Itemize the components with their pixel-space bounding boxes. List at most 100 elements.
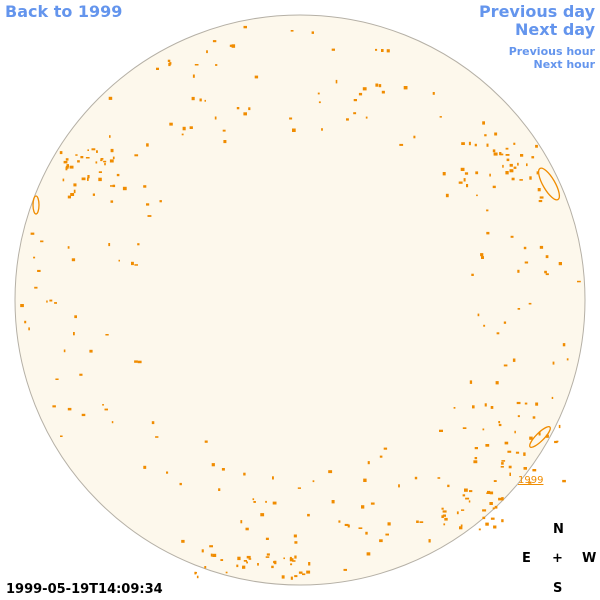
magnetic-feature (146, 203, 150, 206)
region-link[interactable]: 1999 (518, 475, 544, 486)
magnetic-feature (211, 463, 215, 467)
magnetic-feature (218, 488, 221, 491)
magnetic-feature (375, 48, 378, 51)
magnetic-feature (494, 505, 498, 509)
magnetic-feature (265, 500, 267, 503)
magnetic-feature (535, 144, 538, 148)
magnetic-feature (223, 140, 227, 144)
magnetic-feature (517, 415, 520, 418)
magnetic-feature (196, 575, 199, 579)
magnetic-feature (236, 564, 239, 568)
magnetic-feature (243, 472, 246, 476)
magnetic-feature (71, 258, 76, 262)
magnetic-feature (502, 164, 504, 168)
magnetic-feature (49, 299, 53, 302)
magnetic-feature (273, 560, 277, 564)
magnetic-feature (321, 128, 323, 131)
magnetic-feature (501, 497, 504, 501)
magnetic-feature (501, 460, 506, 462)
magnetic-feature (523, 246, 527, 250)
magnetic-feature (466, 184, 469, 188)
compass-west: W (582, 551, 597, 566)
magnetic-feature (441, 507, 444, 510)
magnetic-feature (428, 539, 431, 543)
magnetic-feature (91, 148, 96, 151)
magnetic-feature (444, 517, 448, 521)
back-link[interactable]: Back to 1999 (5, 2, 123, 21)
magnetic-feature (85, 157, 90, 159)
magnetic-feature (40, 240, 44, 243)
magnetic-feature (365, 116, 368, 119)
magnetic-feature (558, 424, 561, 429)
magnetic-feature (554, 440, 558, 444)
magnetic-feature (500, 466, 504, 468)
magnetic-feature (181, 539, 185, 543)
magnetic-feature (109, 159, 114, 163)
magnetic-feature (482, 121, 485, 125)
magnetic-feature (516, 401, 521, 405)
magnetic-feature (248, 558, 252, 560)
magnetic-feature (512, 358, 516, 362)
magnetic-feature (257, 563, 259, 566)
magnetic-feature (381, 49, 384, 52)
magnetic-feature (419, 521, 424, 523)
magnetic-feature (290, 30, 294, 32)
magnetic-feature (69, 165, 74, 169)
magnetic-feature (370, 502, 375, 505)
next-hour-link[interactable]: Next hour (533, 58, 596, 71)
magnetic-feature (514, 430, 516, 434)
magnetic-feature (486, 209, 489, 212)
magnetic-feature (243, 560, 247, 562)
magnetic-feature (505, 147, 509, 150)
magnetic-feature (460, 524, 463, 527)
magnetic-feature (134, 360, 138, 363)
magnetic-feature (498, 421, 501, 424)
magnetic-feature (225, 571, 228, 574)
magnetic-feature (155, 436, 159, 438)
previous-hour-link[interactable]: Previous hour (508, 45, 595, 58)
magnetic-feature (453, 407, 456, 409)
magnetic-feature (67, 195, 71, 199)
magnetic-feature (87, 177, 89, 181)
magnetic-feature (528, 302, 532, 305)
magnetic-feature (353, 112, 357, 115)
magnetic-feature (212, 553, 217, 557)
magnetic-feature (462, 427, 467, 429)
magnetic-feature (485, 522, 489, 526)
magnetic-feature (493, 480, 497, 482)
next-day-link[interactable]: Next day (515, 20, 595, 39)
magnetic-feature (517, 308, 521, 310)
magnetic-feature (513, 166, 517, 169)
magnetic-feature (439, 429, 443, 432)
magnetic-feature (302, 573, 306, 576)
magnetic-feature (110, 185, 114, 187)
magnetic-feature (294, 575, 298, 578)
magnetic-feature (442, 172, 446, 176)
magnetic-feature (375, 83, 379, 87)
magnetic-feature (474, 457, 478, 460)
magnetic-feature (459, 526, 463, 530)
magnetic-feature (318, 101, 321, 104)
magnetic-feature (254, 75, 259, 79)
magnetic-feature (33, 256, 36, 259)
magnetic-feature (475, 171, 479, 175)
magnetic-feature (528, 481, 532, 484)
magnetic-feature (577, 280, 581, 283)
previous-day-link[interactable]: Previous day (478, 2, 595, 21)
magnetic-feature (167, 59, 171, 63)
magnetic-feature (243, 112, 247, 116)
magnetic-feature (112, 156, 115, 160)
magnetic-feature (81, 177, 86, 181)
magnetic-feature (338, 520, 341, 523)
magnetic-feature (212, 40, 217, 43)
magnetic-feature (558, 262, 562, 266)
magnetic-feature (111, 421, 114, 424)
magnetic-feature (493, 525, 497, 529)
magnetic-feature (485, 444, 490, 447)
magnetic-feature (231, 44, 236, 48)
magnetic-feature (63, 160, 68, 164)
magnetic-feature (363, 478, 367, 482)
magnetic-feature (20, 304, 24, 308)
magnetic-feature (331, 48, 335, 51)
